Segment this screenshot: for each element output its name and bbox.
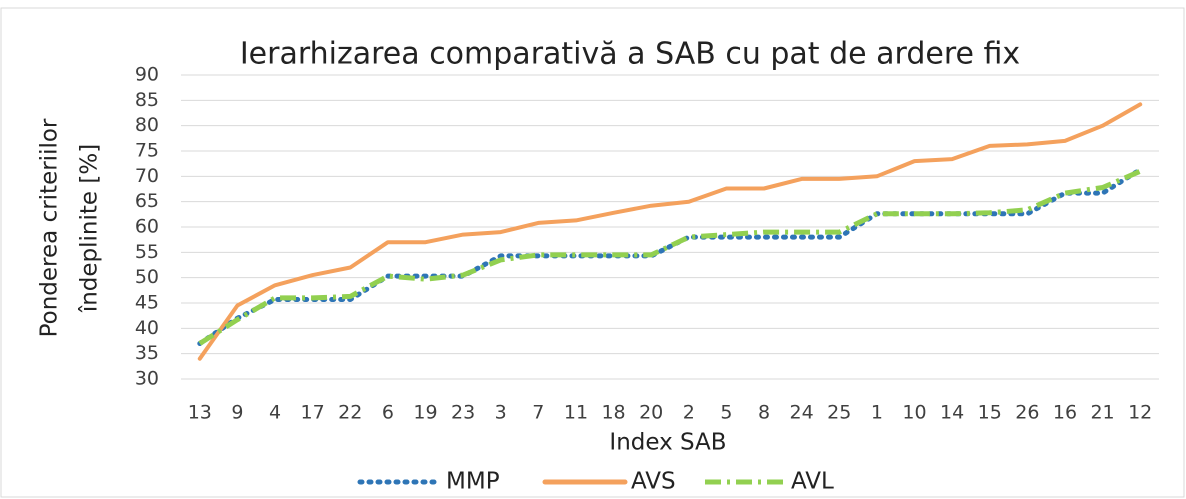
x-tick-label: 13 bbox=[188, 402, 212, 424]
x-tick-label: 10 bbox=[902, 402, 926, 424]
x-tick-label: 20 bbox=[639, 402, 663, 424]
x-tick-label: 16 bbox=[1053, 402, 1077, 424]
x-tick-label: 2 bbox=[683, 402, 695, 424]
x-tick-label: 5 bbox=[720, 402, 732, 424]
y-tick-label: 70 bbox=[135, 165, 159, 187]
legend-item: MMP bbox=[357, 469, 500, 495]
chart-title: Ierarhizarea comparativă a SAB cu pat de… bbox=[240, 37, 1020, 72]
y-axis-label-line: îndeplinite [%] bbox=[77, 144, 103, 313]
y-axis-label-line: Ponderea criteriilor bbox=[37, 118, 63, 337]
y-tick-label: 90 bbox=[135, 64, 159, 86]
y-tick-label: 45 bbox=[135, 292, 159, 314]
legend-label: AVS bbox=[631, 469, 676, 495]
x-tick-label: 18 bbox=[601, 402, 625, 424]
x-tick-label: 26 bbox=[1015, 402, 1039, 424]
y-tick-label: 55 bbox=[135, 241, 159, 263]
y-tick-label: 60 bbox=[135, 216, 159, 238]
x-tick-label: 25 bbox=[827, 402, 851, 424]
x-axis-label: Index SAB bbox=[609, 430, 726, 456]
x-tick-label: 9 bbox=[231, 402, 243, 424]
x-tick-label: 6 bbox=[382, 402, 394, 424]
y-tick-label: 85 bbox=[135, 89, 159, 111]
x-tick-label: 12 bbox=[1128, 402, 1152, 424]
x-tick-label: 4 bbox=[269, 402, 281, 424]
x-tick-label: 11 bbox=[564, 402, 588, 424]
legend-item: AVS bbox=[542, 469, 676, 495]
y-tick-label: 30 bbox=[135, 368, 159, 390]
x-tick-label: 19 bbox=[413, 402, 437, 424]
legend-item: AVL bbox=[705, 469, 834, 495]
series-line bbox=[197, 102, 1143, 361]
x-tick-label: 23 bbox=[451, 402, 475, 424]
x-tick-label: 17 bbox=[301, 402, 325, 424]
x-tick-label: 1 bbox=[871, 402, 883, 424]
y-tick-label: 50 bbox=[135, 266, 159, 288]
series-line bbox=[198, 169, 1142, 346]
x-tick-label: 7 bbox=[532, 402, 544, 424]
x-tick-label: 14 bbox=[940, 402, 964, 424]
x-tick-label: 3 bbox=[495, 402, 507, 424]
x-tick-label: 8 bbox=[758, 402, 770, 424]
y-tick-label: 65 bbox=[135, 190, 159, 212]
x-tick-label: 24 bbox=[790, 402, 814, 424]
y-axis-label: Ponderea criteriilor îndeplinite [%] bbox=[37, 118, 103, 337]
legend-label: AVL bbox=[791, 469, 834, 495]
y-tick-label: 80 bbox=[135, 114, 159, 136]
x-tick-label: 21 bbox=[1090, 402, 1114, 424]
y-tick-label: 35 bbox=[135, 342, 159, 364]
x-tick-label: 22 bbox=[338, 402, 362, 424]
x-tick-label: 15 bbox=[978, 402, 1002, 424]
y-tick-label: 40 bbox=[135, 317, 159, 339]
legend-label: MMP bbox=[446, 469, 500, 495]
y-tick-label: 75 bbox=[135, 140, 159, 162]
